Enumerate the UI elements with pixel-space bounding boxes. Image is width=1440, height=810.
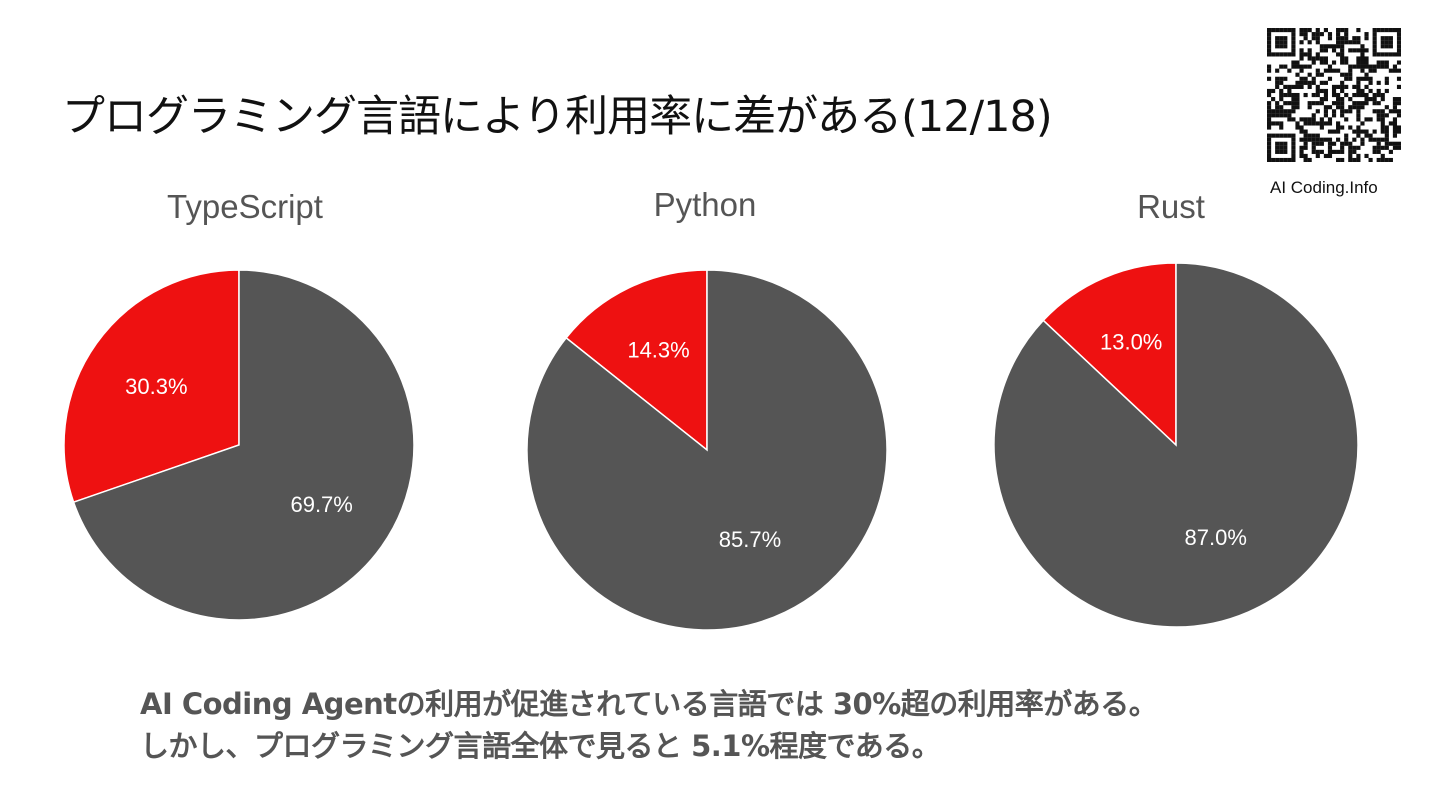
- slice-used: [565, 269, 708, 452]
- pie-title: Python: [654, 186, 757, 223]
- slice-label: 14.3%: [627, 337, 689, 362]
- summary-line-2: しかし、プログラミング言語全体で見ると 5.1%程度である。: [140, 729, 941, 763]
- pie-title: Rust: [1137, 188, 1205, 225]
- qr-block: AI Coding.Info: [1262, 28, 1412, 198]
- slice-not-used: [993, 262, 1359, 628]
- slide-title: プログラミング言語により利用率に差がある(12/18): [62, 92, 1053, 142]
- pie-chart-python: Python 14.3% 85.7%: [526, 186, 888, 631]
- slice-label: 69.7%: [290, 492, 352, 517]
- qr-caption: AI Coding.Info: [1270, 178, 1378, 197]
- pie-chart-rust: Rust 13.0% 87.0%: [993, 188, 1359, 628]
- slice-used: [63, 269, 240, 504]
- qr-code-icon: [1267, 28, 1401, 162]
- slice-not-used: [72, 269, 415, 621]
- slice-label: 30.3%: [125, 374, 187, 399]
- summary-text: AI Coding Agentの利用が促進されている言語では 30%超の利用率が…: [140, 683, 1158, 767]
- slice-not-used: [526, 269, 888, 631]
- slice-used: [1042, 262, 1177, 447]
- slice-label: 13.0%: [1100, 329, 1162, 354]
- summary-line-1: AI Coding Agentの利用が促進されている言語では 30%超の利用率が…: [140, 687, 1158, 721]
- slice-label: 87.0%: [1185, 525, 1247, 550]
- slice-label: 85.7%: [719, 527, 781, 552]
- pie-title: TypeScript: [167, 188, 323, 225]
- pie-chart-typescript: TypeScript 30.3% 69.7%: [63, 188, 415, 621]
